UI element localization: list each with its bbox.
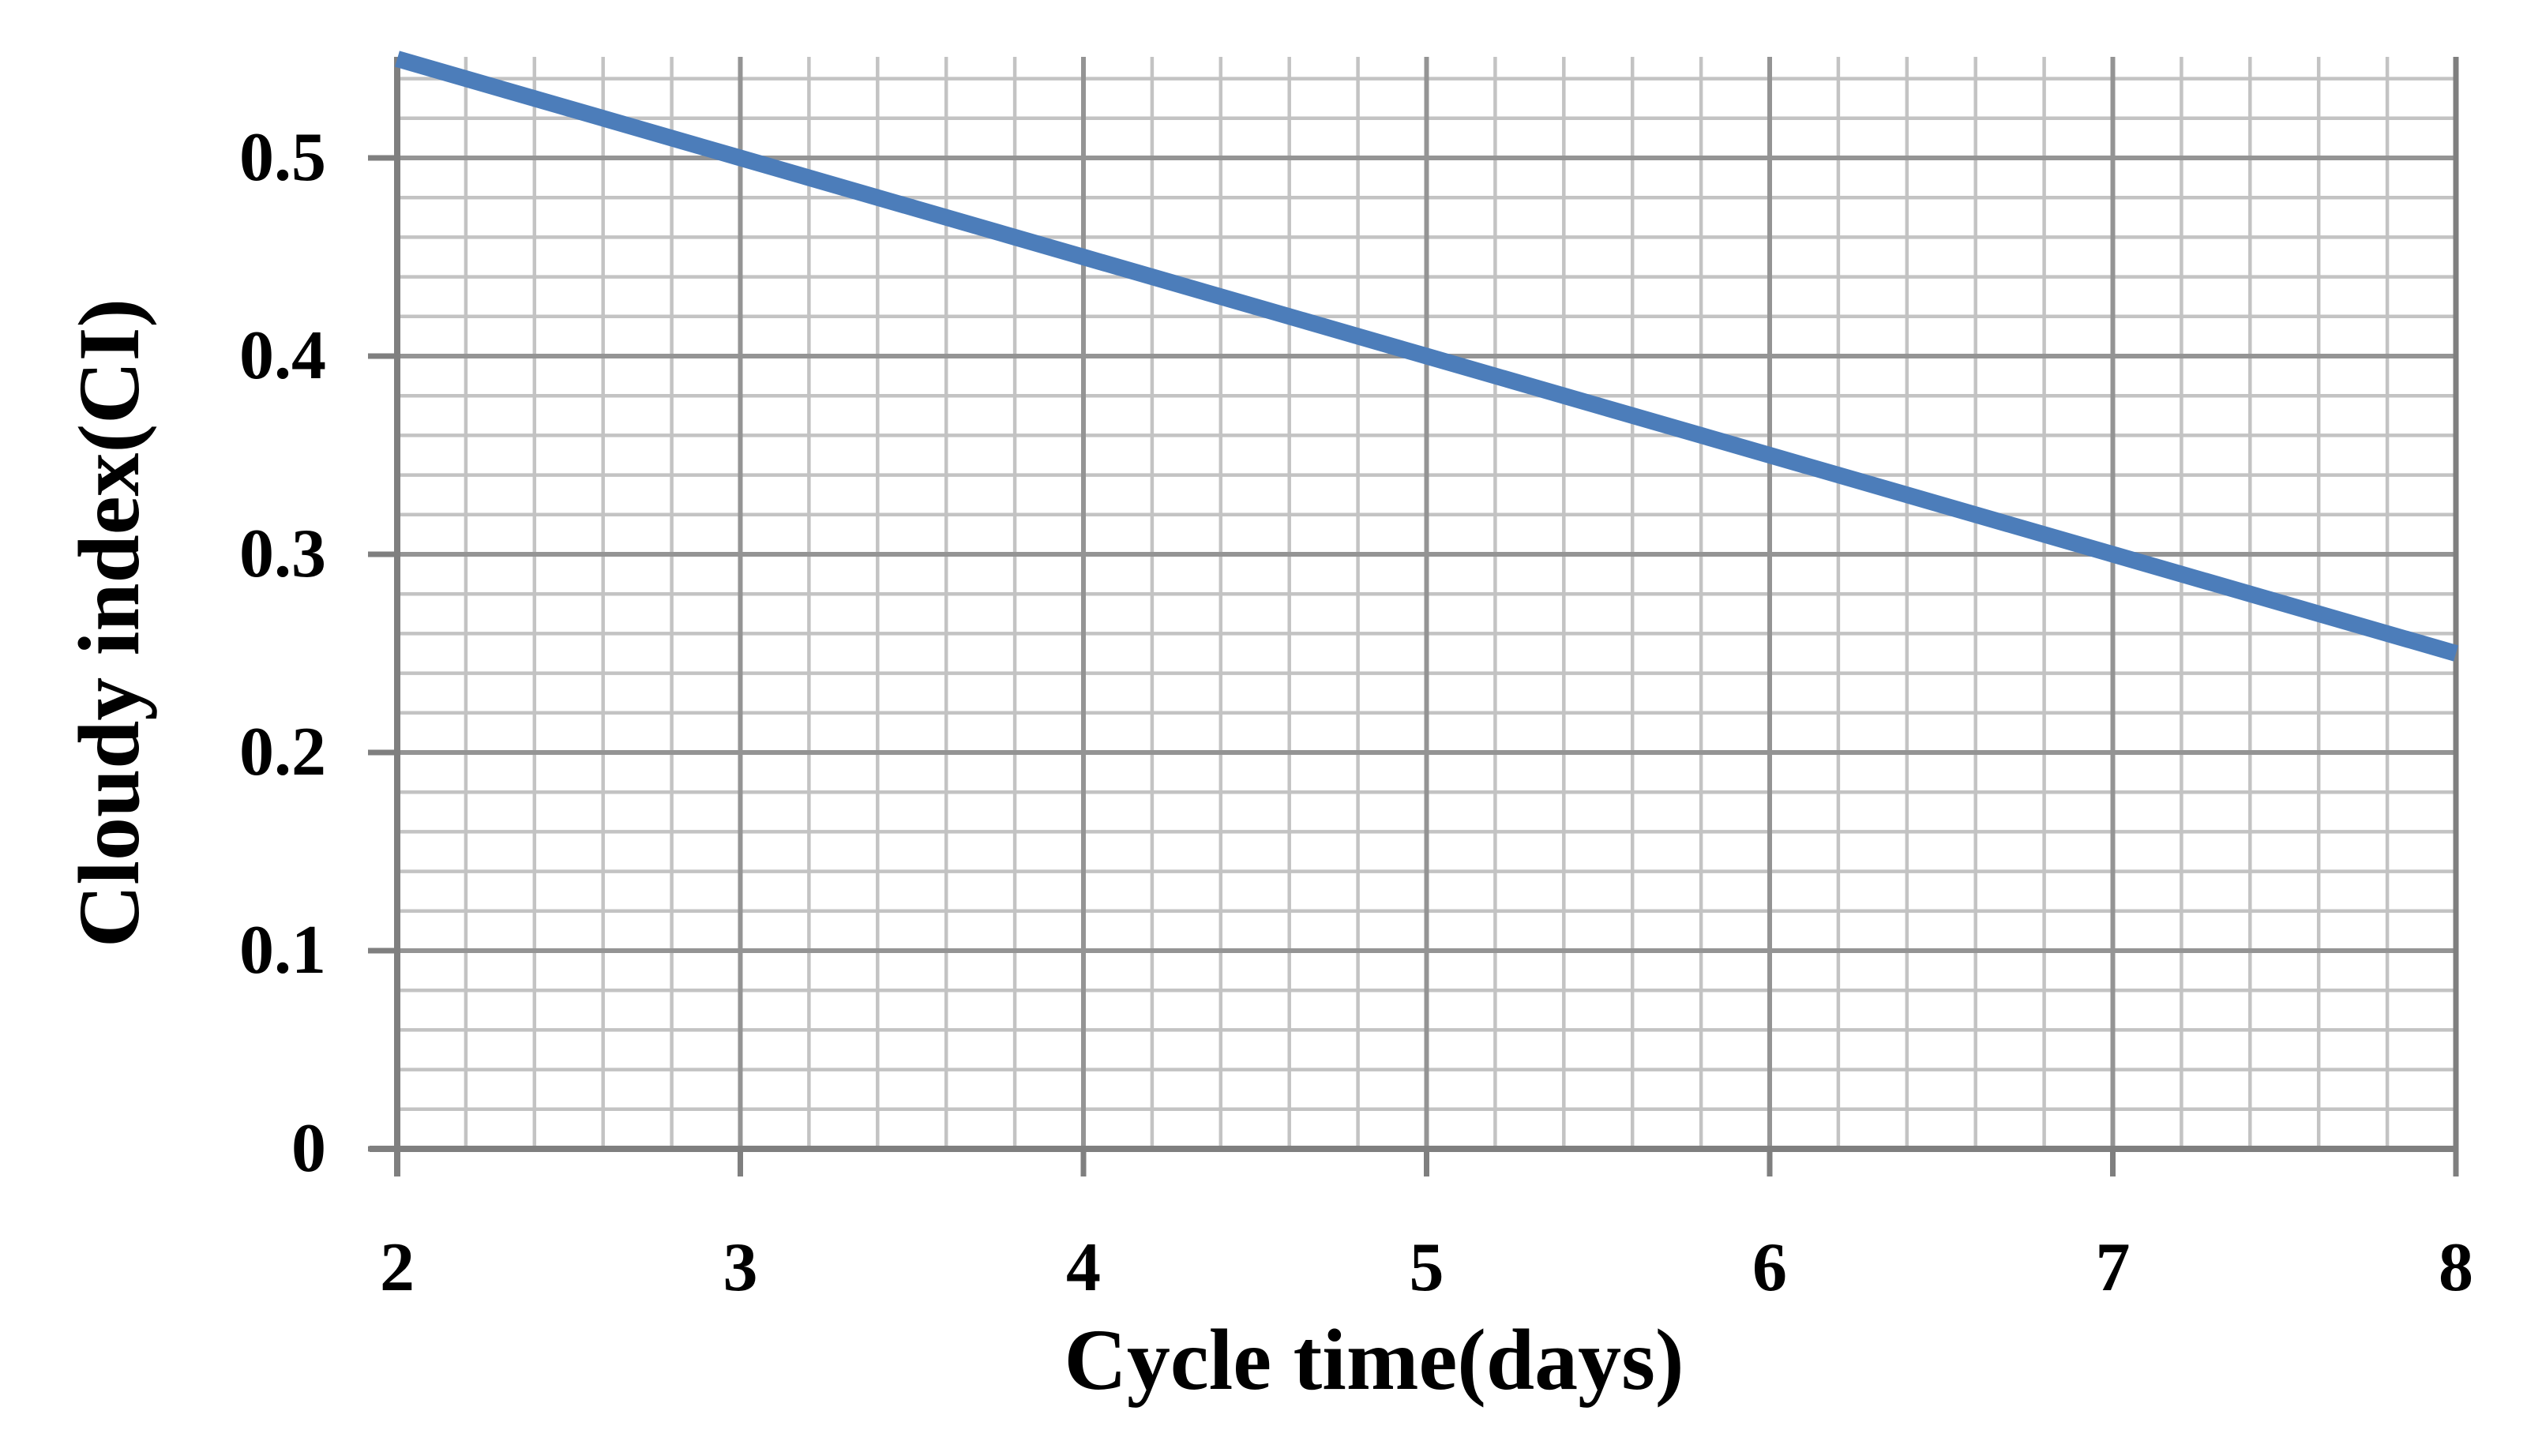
- x-tick-label: 7: [2095, 1229, 2131, 1306]
- y-tick-label: 0.3: [239, 516, 326, 592]
- y-tick-label: 0.2: [239, 714, 326, 790]
- x-tick-label: 3: [723, 1229, 758, 1306]
- major-gridlines: [397, 57, 2456, 1149]
- y-tick-label: 0: [291, 1110, 326, 1187]
- y-axis-title: Cloudy index(CI): [61, 298, 157, 948]
- axis-lines: [370, 57, 2459, 1176]
- data-series: [395, 51, 2458, 662]
- tick-marks: [368, 155, 2459, 1176]
- x-axis-title: Cycle time(days): [1064, 1312, 1684, 1408]
- x-tick-label: 5: [1409, 1229, 1444, 1306]
- y-tick-label: 0.1: [239, 912, 326, 989]
- x-tick-label: 8: [2439, 1229, 2473, 1306]
- data-series-line: [395, 51, 2458, 662]
- x-tick-label: 2: [380, 1229, 415, 1306]
- x-tick-label: 4: [1066, 1229, 1101, 1306]
- y-tick-label: 0.4: [239, 317, 326, 394]
- y-tick-label: 0.5: [239, 119, 326, 196]
- x-tick-label: 6: [1752, 1229, 1787, 1306]
